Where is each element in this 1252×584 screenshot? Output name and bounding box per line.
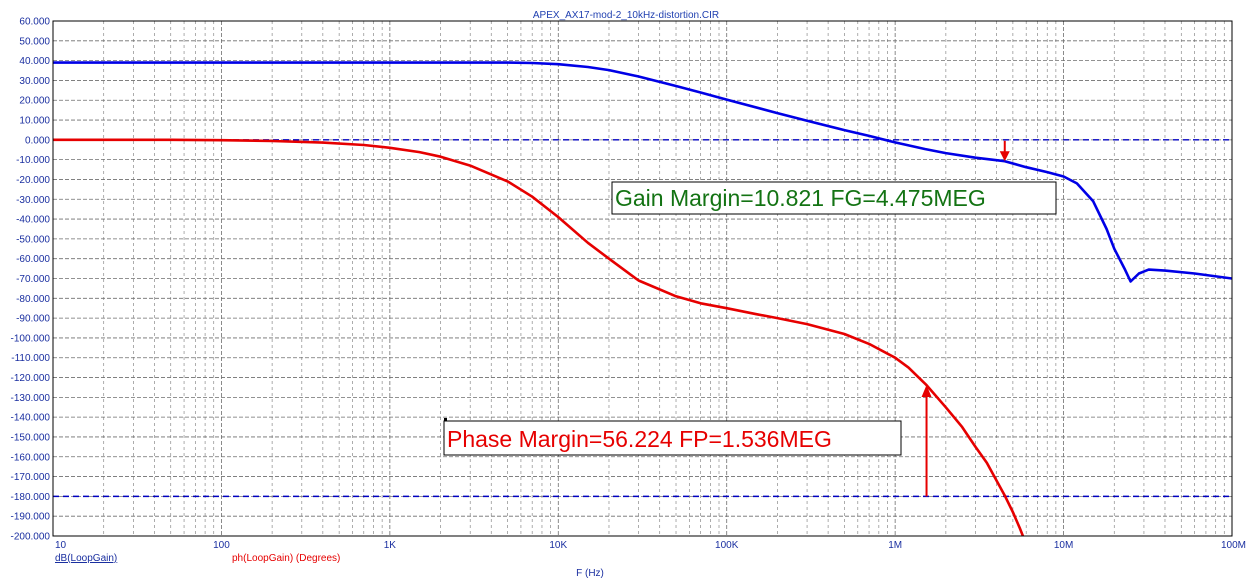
y-tick-label: -170.000 — [11, 472, 51, 483]
y-tick-label: 40.000 — [19, 56, 50, 67]
series-line-ph-loopgain-degrees- — [53, 138, 1025, 536]
series-line-db-loopgain- — [53, 61, 1232, 283]
chart-title: APEX_AX17-mod-2_10kHz-distortion.CIR — [533, 10, 719, 21]
x-tick-label: 1M — [888, 540, 902, 551]
x-tick-label: 10 — [55, 540, 67, 551]
y-tick-label: -90.000 — [16, 314, 50, 325]
series-lines — [53, 61, 1232, 536]
x-tick-label: 100 — [213, 540, 230, 551]
y-tick-label: -100.000 — [11, 333, 51, 344]
y-tick-label: -120.000 — [11, 373, 51, 384]
legend: dB(LoopGain) ph(LoopGain) (Degrees) — [55, 553, 340, 564]
phase-margin-box-handle — [444, 418, 447, 421]
gain-margin-arrow-head — [999, 151, 1010, 162]
annotations: Gain Margin=10.821 FG=4.475MEG Phase Marg… — [443, 181, 1057, 456]
x-tick-label: 10M — [1054, 540, 1073, 551]
x-tick-labels: 10 100 1K 10K 100K 1M 10M 100M — [55, 540, 1246, 551]
y-tick-label: 60.000 — [19, 17, 50, 28]
y-tick-label: -50.000 — [16, 234, 50, 245]
legend-entry: dB(LoopGain) — [55, 553, 117, 564]
y-tick-label: 10.000 — [19, 116, 50, 127]
y-tick-label: -110.000 — [11, 353, 50, 364]
phase-margin-label-box — [443, 420, 902, 456]
y-tick-label: -60.000 — [16, 254, 50, 265]
y-tick-label: -190.000 — [11, 512, 51, 523]
phase-margin-label: Phase Margin=56.224 FP=1.536MEG — [447, 426, 832, 452]
gain-margin-label: Gain Margin=10.821 FG=4.475MEG — [615, 185, 986, 211]
x-tick-label: 1K — [384, 540, 397, 551]
y-tick-label: -150.000 — [11, 432, 51, 443]
y-tick-label: -160.000 — [11, 452, 51, 463]
legend-entry: ph(LoopGain) (Degrees) — [232, 553, 340, 564]
x-axis-label: F (Hz) — [576, 568, 604, 579]
y-tick-label: -20.000 — [16, 175, 50, 186]
y-tick-label: -30.000 — [16, 195, 50, 206]
phase-margin-arrow-head — [921, 385, 932, 398]
y-tick-label: -180.000 — [11, 492, 51, 503]
plot-frame — [52, 20, 1233, 537]
y-tick-label: -130.000 — [11, 393, 51, 404]
gain-margin-label-box — [611, 181, 1057, 215]
y-tick-label: -140.000 — [11, 413, 51, 424]
y-tick-label: 0.000 — [25, 135, 50, 146]
x-tick-label: 100M — [1221, 540, 1246, 551]
y-tick-label: -80.000 — [16, 294, 50, 305]
y-tick-label: -200.000 — [11, 532, 51, 543]
y-tick-label: -70.000 — [16, 274, 50, 285]
y-tick-label: -40.000 — [16, 215, 50, 226]
y-tick-label: 20.000 — [19, 96, 50, 107]
x-tick-label: 10K — [549, 540, 567, 551]
y-tick-label: 50.000 — [19, 36, 50, 47]
minor-grid — [103, 21, 1225, 536]
y-tick-labels: 60.000 50.000 40.000 30.000 20.000 10.000 0.00… — [11, 17, 51, 543]
margin-markers — [921, 140, 1010, 497]
y-tick-label: 30.000 — [19, 76, 50, 87]
x-tick-label: 100K — [715, 540, 739, 551]
reference-lines — [53, 139, 1232, 498]
y-tick-label: -10.000 — [16, 155, 50, 166]
